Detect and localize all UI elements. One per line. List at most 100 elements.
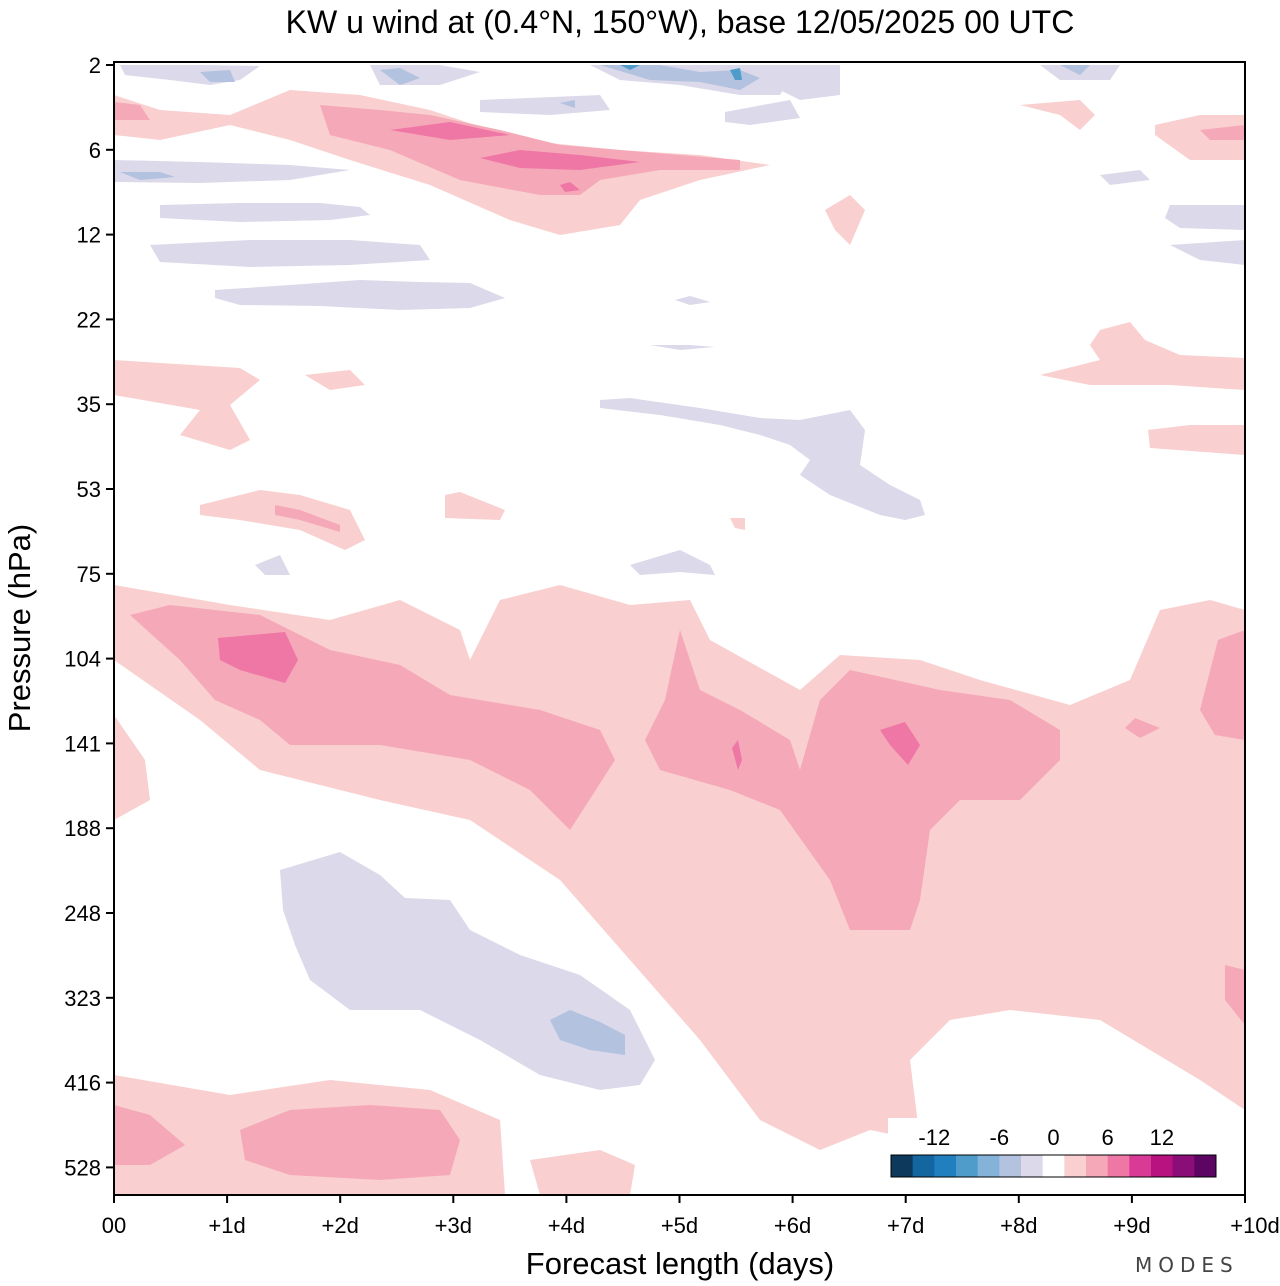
y-tick-label: 104 <box>64 647 101 672</box>
x-tick-label: +4d <box>548 1213 585 1238</box>
contour-neg-5hpa-b <box>725 100 800 125</box>
contour-neg-12hpa <box>160 203 370 222</box>
contour-neg-core-323 <box>550 1010 625 1055</box>
y-tick-label: 416 <box>64 1071 101 1096</box>
x-tick-label: +7d <box>887 1213 924 1238</box>
colorbar-swatch <box>934 1155 957 1177</box>
contour-323hpa-right <box>1225 965 1245 1025</box>
y-tick-label: 528 <box>64 1155 101 1180</box>
colorbar-swatch <box>1042 1155 1065 1177</box>
y-tick-label: 35 <box>77 392 101 417</box>
x-tick-label: +9d <box>1113 1213 1150 1238</box>
contour-35hpa-small <box>305 370 365 390</box>
colorbar-tick-label: -12 <box>918 1125 950 1150</box>
colorbar-swatch <box>999 1155 1022 1177</box>
contour-neg-75hpa-left <box>255 555 290 575</box>
contour-neg-core-6 <box>120 172 175 180</box>
contour-neg-right-8 <box>1100 170 1150 185</box>
y-tick-label: 141 <box>64 731 101 756</box>
contour-level-neg3 <box>620 65 742 80</box>
contour-level-pos3 <box>218 122 920 770</box>
colorbar-swatch <box>1194 1155 1217 1177</box>
contour-low-core <box>240 1105 460 1180</box>
colorbar-swatch <box>1086 1155 1109 1177</box>
contour-level-neg2 <box>120 65 1090 1055</box>
x-tick-label: +5d <box>661 1213 698 1238</box>
contour-left-upper-core <box>114 102 150 120</box>
colorbar-swatch <box>1172 1155 1195 1177</box>
contour-neg-right-12b <box>1170 240 1245 265</box>
x-tick-label: +6d <box>774 1213 811 1238</box>
contour-small-141-right <box>1125 718 1160 738</box>
contour-neg-27-mid <box>650 345 715 350</box>
contour-right-edge <box>1200 630 1245 740</box>
contour-upper-max1 <box>390 122 510 140</box>
colorbar-frame <box>890 1154 1217 1178</box>
colorbar-tick-label: 6 <box>1102 1125 1114 1150</box>
contour-small-6hpa <box>1020 100 1095 130</box>
y-tick-label: 2 <box>89 53 101 78</box>
colorbar-swatch <box>891 1155 914 1177</box>
colorbar-swatches <box>890 1154 1217 1178</box>
colorbar-swatch <box>1021 1155 1044 1177</box>
contour-53hpa-left <box>200 490 365 550</box>
x-tick-label: +2d <box>322 1213 359 1238</box>
contour-neg-5hpa <box>480 95 610 115</box>
contour-max-141-small <box>732 740 742 770</box>
contour-neg-6hpa <box>114 160 350 183</box>
y-tick-label: 75 <box>77 562 101 587</box>
contour-max-104 <box>218 632 298 683</box>
contour-neg-core-2c <box>200 70 235 82</box>
y-tick-label: 323 <box>64 986 101 1011</box>
contour-neg-12hpa-b <box>150 240 430 267</box>
contour-neg-core-2a <box>380 68 420 85</box>
modes-watermark: MODES <box>1135 1253 1239 1277</box>
colorbar-ticks: -12 -6 0 6 12 <box>918 1125 1174 1150</box>
colorbar-swatch <box>912 1155 935 1177</box>
y-tick-label: 248 <box>64 901 101 926</box>
y-tick-label: 53 <box>77 477 101 502</box>
colorbar-tick-label: 0 <box>1047 1125 1059 1150</box>
x-tick-label: 00 <box>102 1213 126 1238</box>
plot-area <box>113 61 1246 1196</box>
y-axis-label: Pressure (hPa) <box>2 524 37 732</box>
colorbar-swatch <box>1064 1155 1087 1177</box>
contour-band-right-core <box>645 630 1060 930</box>
contour-upper-max3 <box>560 182 580 192</box>
y-tick-label: 12 <box>77 223 101 248</box>
contour-low-left-core <box>114 1105 185 1165</box>
x-axis: 00 +1d +2d +3d +4d +5d +6d +7d +8d +9d +10d <box>102 1195 1280 1238</box>
colorbar-swatch <box>977 1155 1000 1177</box>
colorbar-swatch <box>1151 1155 1174 1177</box>
colorbar-swatch <box>1129 1155 1152 1177</box>
x-tick-label: +10d <box>1230 1213 1280 1238</box>
contour-neg-75hpa <box>630 550 715 575</box>
y-tick-label: 6 <box>89 138 101 163</box>
contour-neg-22-mid <box>675 296 710 305</box>
contour-12hpa-spot <box>825 195 865 245</box>
contour-neg-22hpa <box>215 280 505 310</box>
contour-53hpa-tiny <box>730 518 745 530</box>
contour-53hpa-core <box>275 505 340 532</box>
contour-53hpa-mid <box>445 492 505 520</box>
chart-title: KW u wind at (0.4°N, 150°W), base 12/05/… <box>286 4 1075 40</box>
contour-upper-max2 <box>480 150 640 170</box>
contour-neg-35hpa <box>600 398 925 520</box>
contour-left-edge <box>114 715 150 820</box>
y-tick-label: 22 <box>77 307 101 332</box>
contour-neg-strong-2b <box>730 68 742 80</box>
contour-neg-core-5 <box>560 100 575 108</box>
contour-right-35hpa <box>1148 425 1245 455</box>
x-tick-label: +3d <box>435 1213 472 1238</box>
x-axis-label: Forecast length (days) <box>526 1246 834 1281</box>
y-axis: 2 6 12 22 35 53 75 104 141 188 248 323 416 528 <box>64 53 114 1180</box>
contour-max-141 <box>880 722 920 765</box>
contour-right-22hpa <box>1040 322 1245 390</box>
contour-35hpa-left <box>114 360 260 450</box>
colorbar-swatch <box>1107 1155 1130 1177</box>
y-tick-label: 188 <box>64 816 101 841</box>
colorbar-swatch <box>956 1155 979 1177</box>
contour-right-6hpa-core <box>1200 125 1245 140</box>
contour-low-mid <box>530 1150 635 1195</box>
